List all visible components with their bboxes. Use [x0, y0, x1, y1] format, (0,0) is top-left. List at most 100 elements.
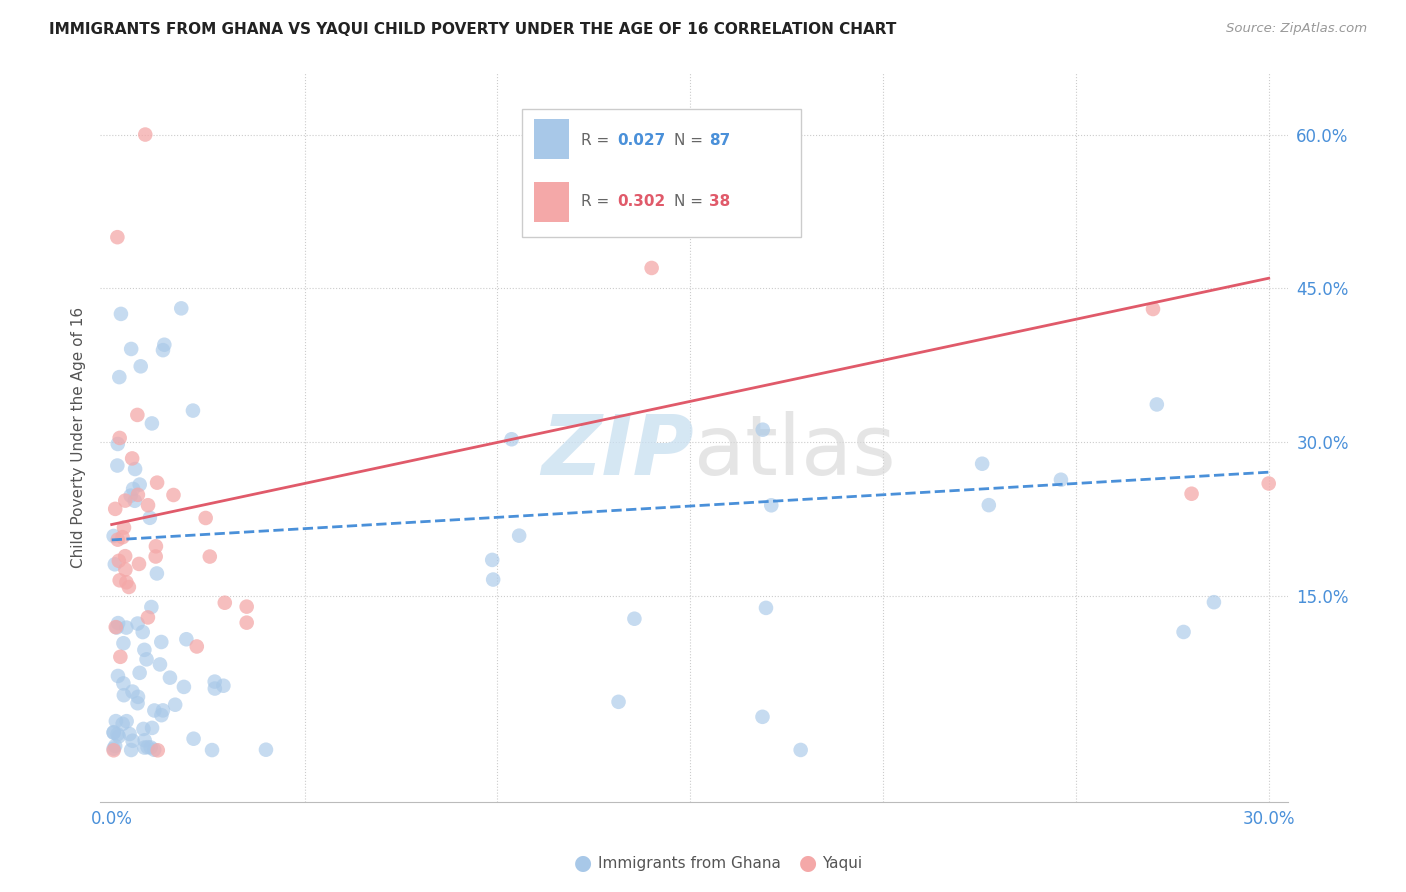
Text: ●: ●	[575, 854, 592, 873]
Point	[104, 501, 127, 516]
Point	[235, 599, 257, 614]
FancyBboxPatch shape	[522, 110, 801, 237]
Point	[136, 740, 159, 755]
Point	[141, 417, 163, 431]
Point	[107, 730, 129, 744]
Point	[103, 529, 125, 543]
Point	[128, 665, 150, 680]
Text: 0.302: 0.302	[617, 194, 665, 210]
Point	[132, 625, 155, 640]
Point	[136, 498, 159, 512]
Point	[107, 669, 129, 683]
Point	[159, 671, 181, 685]
Point	[152, 703, 174, 717]
Point	[110, 307, 132, 321]
Point	[120, 743, 142, 757]
Point	[212, 679, 235, 693]
Point	[1050, 473, 1073, 487]
Point	[104, 714, 127, 728]
Point	[127, 488, 149, 502]
Point	[112, 688, 135, 702]
Point	[145, 549, 167, 564]
Point	[136, 610, 159, 624]
Point	[107, 437, 129, 451]
Point	[186, 640, 208, 654]
Point	[118, 580, 141, 594]
Point	[107, 727, 129, 741]
Point	[103, 743, 125, 757]
Text: IMMIGRANTS FROM GHANA VS YAQUI CHILD POVERTY UNDER THE AGE OF 16 CORRELATION CHA: IMMIGRANTS FROM GHANA VS YAQUI CHILD POV…	[49, 22, 897, 37]
Point	[153, 337, 176, 351]
Point	[105, 458, 128, 473]
Point	[141, 600, 163, 615]
Point	[235, 615, 257, 630]
Point	[623, 612, 645, 626]
Point	[977, 498, 1000, 512]
Point	[108, 370, 131, 384]
Text: N =: N =	[673, 194, 707, 210]
Point	[501, 432, 523, 446]
Point	[127, 616, 149, 631]
Point	[165, 698, 187, 712]
Point	[972, 457, 994, 471]
Point	[1180, 487, 1202, 501]
Point	[111, 530, 134, 544]
Point	[607, 695, 630, 709]
Point	[128, 477, 150, 491]
Text: Source: ZipAtlas.com: Source: ZipAtlas.com	[1226, 22, 1367, 36]
Point	[103, 741, 125, 756]
Point	[640, 260, 662, 275]
Point	[115, 575, 138, 590]
Point	[112, 520, 135, 534]
Point	[127, 696, 149, 710]
Point	[128, 557, 150, 571]
Point	[149, 657, 172, 672]
Point	[1173, 624, 1195, 639]
Point	[114, 549, 136, 564]
Point	[105, 620, 128, 634]
Point	[104, 620, 127, 634]
Point	[139, 511, 162, 525]
Text: Yaqui: Yaqui	[823, 856, 863, 871]
Point	[214, 596, 236, 610]
Point	[1146, 397, 1168, 411]
Text: R =: R =	[581, 194, 614, 210]
Point	[1257, 476, 1279, 491]
Point	[173, 680, 195, 694]
Text: ●: ●	[800, 854, 817, 873]
Point	[114, 493, 136, 508]
Text: ZIP: ZIP	[541, 411, 695, 492]
Point	[1142, 301, 1164, 316]
Point	[162, 488, 184, 502]
Text: 87: 87	[710, 133, 731, 147]
Y-axis label: Child Poverty Under the Age of 16: Child Poverty Under the Age of 16	[72, 307, 86, 568]
Point	[761, 498, 783, 512]
Point	[751, 423, 773, 437]
Point	[146, 475, 169, 490]
Point	[183, 731, 205, 746]
Text: 0.027: 0.027	[617, 133, 665, 147]
Point	[121, 451, 143, 466]
Point	[103, 725, 125, 739]
Point	[115, 621, 138, 635]
Point	[143, 743, 166, 757]
Point	[132, 722, 155, 736]
Text: Immigrants from Ghana: Immigrants from Ghana	[598, 856, 780, 871]
Point	[129, 359, 152, 374]
Point	[103, 725, 125, 739]
Point	[124, 462, 146, 476]
Point	[481, 553, 503, 567]
Point	[127, 690, 149, 704]
Point	[176, 632, 198, 647]
Point	[122, 482, 145, 496]
Point	[482, 573, 505, 587]
Point	[150, 708, 173, 723]
Point	[107, 616, 129, 631]
Point	[108, 431, 131, 445]
Point	[108, 574, 131, 588]
Point	[1202, 595, 1225, 609]
Point	[111, 716, 134, 731]
Point	[121, 684, 143, 698]
Point	[508, 529, 530, 543]
Point	[104, 739, 127, 753]
